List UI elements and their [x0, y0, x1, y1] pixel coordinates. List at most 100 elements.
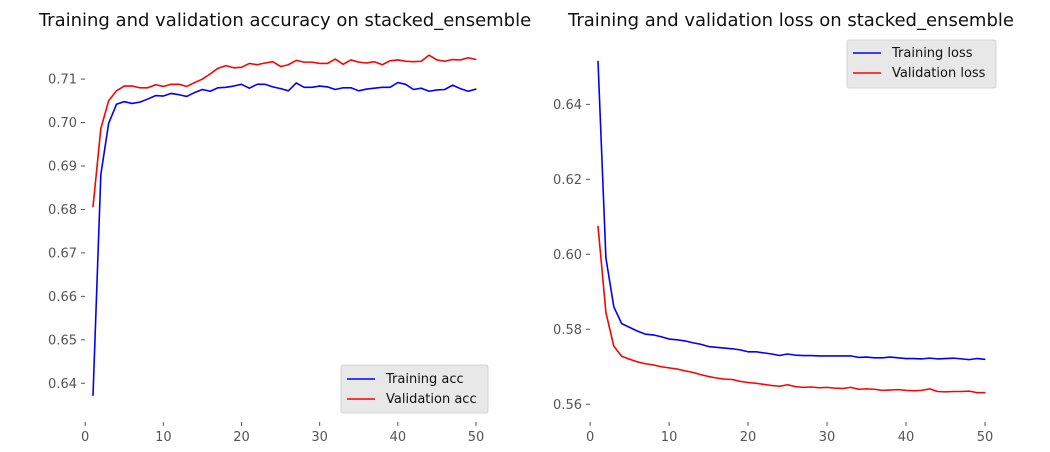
data-point-validation-acc — [178, 83, 180, 85]
data-point-validation-loss — [944, 391, 947, 393]
data-point-training-acc — [162, 95, 164, 97]
data-point-validation-loss — [984, 392, 986, 394]
accuracy-y-tick-label: 0.67 — [48, 246, 77, 261]
data-point-validation-loss — [786, 384, 789, 386]
data-point-training-loss — [976, 357, 978, 360]
data-point-training-loss — [826, 355, 828, 357]
data-point-training-loss — [700, 343, 702, 345]
data-point-validation-loss — [660, 366, 662, 368]
data-point-validation-acc — [475, 58, 477, 61]
loss-y-tick-label: 0.56 — [553, 398, 582, 413]
data-point-validation-loss — [810, 386, 812, 388]
data-point-training-loss — [984, 358, 986, 360]
data-point-validation-acc — [279, 65, 282, 68]
data-point-training-acc — [420, 87, 422, 89]
loss-x-tick-label: 20 — [740, 430, 757, 445]
data-point-validation-acc — [115, 90, 118, 92]
data-point-training-acc — [373, 87, 375, 89]
data-point-validation-loss — [834, 387, 836, 389]
data-point-validation-loss — [692, 371, 694, 373]
data-point-validation-loss — [976, 392, 978, 394]
data-point-validation-loss — [794, 386, 797, 388]
series-line-validation-acc — [92, 54, 477, 207]
data-point-validation-acc — [209, 73, 211, 75]
data-point-training-loss — [771, 353, 773, 355]
accuracy-x-tick-label: 50 — [468, 430, 485, 445]
accuracy-y-tick-label: 0.68 — [48, 203, 77, 218]
data-point-validation-acc — [123, 85, 125, 87]
data-point-training-loss — [905, 357, 907, 360]
data-point-training-loss — [850, 355, 852, 357]
data-point-validation-loss — [850, 386, 852, 388]
data-point-validation-acc — [162, 85, 164, 88]
data-point-validation-acc — [311, 61, 313, 63]
data-point-validation-loss — [763, 383, 765, 385]
accuracy-y-tick-label: 0.69 — [48, 159, 77, 174]
data-point-training-acc — [170, 92, 172, 95]
data-point-validation-loss — [739, 380, 741, 382]
data-point-validation-acc — [326, 62, 329, 65]
data-point-validation-loss — [613, 345, 615, 347]
data-point-training-acc — [475, 88, 477, 90]
data-point-validation-loss — [802, 386, 804, 388]
data-point-training-loss — [937, 358, 939, 360]
data-point-validation-loss — [644, 363, 646, 365]
accuracy-chart: Training and validation accuracy on stac… — [38, 10, 531, 445]
data-point-training-acc — [248, 87, 250, 89]
loss-y-tick-label: 0.60 — [553, 248, 582, 263]
legend-label-validation-acc: Validation acc — [386, 392, 477, 407]
data-point-training-acc — [428, 90, 430, 92]
loss-y-tick-label: 0.62 — [553, 173, 582, 188]
data-point-validation-loss — [897, 389, 899, 391]
data-point-training-acc — [436, 89, 438, 91]
data-point-training-acc — [405, 83, 407, 85]
data-point-training-loss — [794, 354, 797, 356]
series-line-validation-loss — [597, 226, 985, 394]
accuracy-x-tick-label: 20 — [233, 430, 250, 445]
data-point-training-acc — [154, 94, 157, 97]
data-point-validation-acc — [186, 85, 188, 88]
data-point-training-acc — [92, 394, 94, 397]
data-point-validation-loss — [636, 361, 639, 363]
data-point-training-acc — [295, 82, 297, 84]
data-point-training-loss — [944, 357, 947, 360]
data-point-training-acc — [319, 85, 321, 87]
data-point-training-acc — [233, 85, 235, 87]
data-point-training-acc — [311, 86, 313, 88]
data-point-validation-acc — [287, 64, 290, 66]
data-point-validation-loss — [952, 390, 955, 393]
loss-y-tick-label: 0.64 — [553, 98, 582, 113]
data-point-validation-loss — [597, 225, 599, 227]
data-point-training-acc — [186, 95, 188, 98]
data-point-training-acc — [459, 88, 461, 90]
data-point-validation-acc — [444, 60, 446, 62]
data-point-validation-loss — [873, 388, 876, 390]
data-point-training-loss — [605, 257, 607, 259]
data-point-validation-loss — [731, 378, 733, 381]
data-point-validation-loss — [881, 389, 883, 391]
data-point-validation-acc — [451, 58, 454, 61]
data-point-validation-loss — [858, 388, 860, 390]
data-point-validation-loss — [747, 381, 749, 384]
data-point-training-loss — [858, 356, 860, 358]
accuracy-chart-title: Training and validation accuracy on stac… — [38, 10, 531, 31]
data-point-training-acc — [194, 91, 196, 94]
data-point-training-loss — [597, 60, 599, 62]
accuracy-y-ticks: 0.64 0.65 0.66 0.67 0.68 0.69 0.70 0.71 — [48, 73, 85, 392]
data-point-validation-loss — [842, 387, 844, 390]
data-point-training-acc — [240, 83, 243, 85]
data-point-validation-acc — [170, 83, 172, 85]
data-point-validation-acc — [467, 57, 469, 59]
data-point-validation-acc — [201, 78, 204, 80]
accuracy-y-tick-label: 0.71 — [48, 73, 77, 88]
accuracy-x-tick-label: 30 — [311, 430, 328, 445]
series-line-training-loss — [597, 61, 986, 361]
data-point-training-loss — [731, 348, 733, 350]
data-point-training-loss — [921, 358, 923, 360]
data-point-training-acc — [467, 90, 469, 92]
data-point-training-loss — [676, 339, 678, 341]
data-point-training-loss — [707, 345, 710, 348]
data-point-training-acc — [139, 101, 141, 103]
data-point-training-loss — [660, 336, 662, 338]
data-point-training-acc — [100, 174, 102, 176]
